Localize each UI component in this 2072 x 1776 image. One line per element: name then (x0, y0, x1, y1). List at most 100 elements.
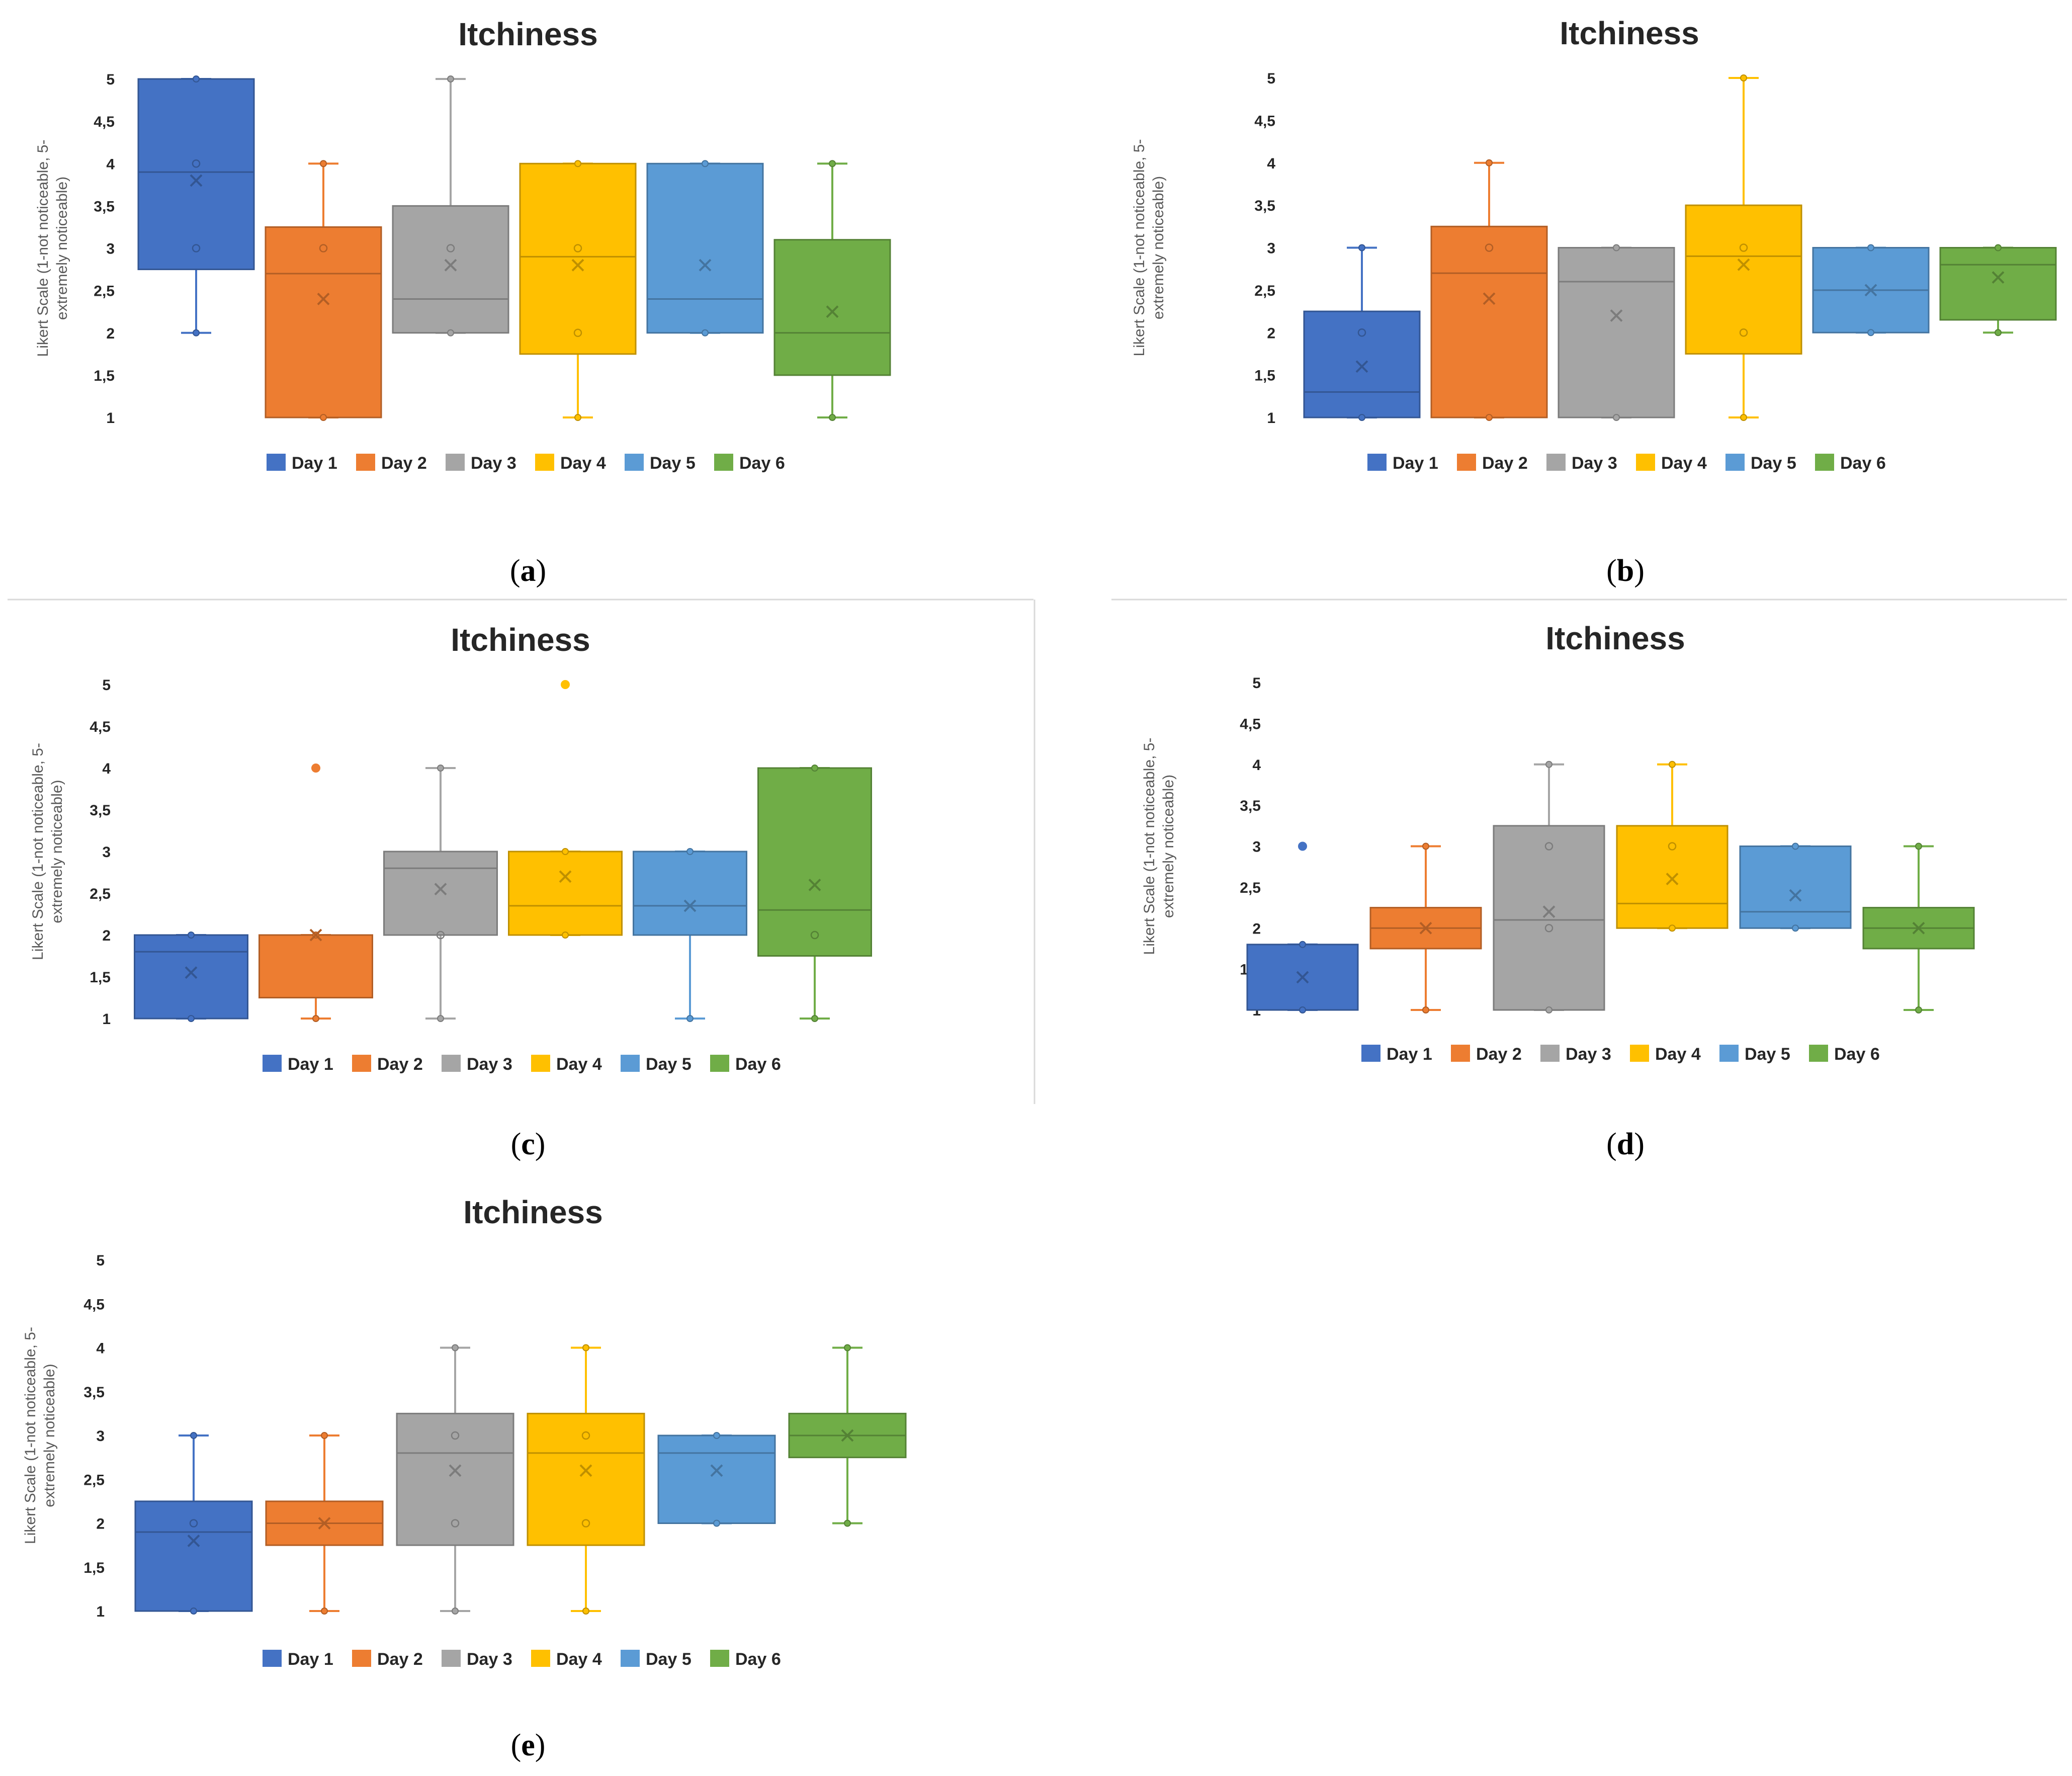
chart-title: Itchiness (458, 16, 597, 52)
legend-swatch (263, 1650, 282, 1667)
y-tick-label: 4,5 (1240, 716, 1261, 732)
max-point (1995, 244, 2002, 251)
y-tick-label: 1,5 (90, 969, 111, 986)
box-rect (392, 205, 509, 334)
box-day-4 (1685, 74, 1802, 421)
data-point (1485, 243, 1494, 252)
mean-marker (1483, 292, 1496, 305)
data-point (1739, 328, 1748, 337)
min-point (321, 1608, 328, 1615)
legend-swatch (1636, 454, 1655, 471)
box-day-2 (1430, 159, 1548, 421)
min-point (1358, 414, 1365, 421)
legend-label: Day 1 (288, 1055, 333, 1074)
legend-swatch (621, 1650, 640, 1667)
max-point (1669, 760, 1676, 768)
legend-swatch (535, 454, 554, 471)
min-point (1792, 924, 1799, 932)
max-point (1740, 74, 1747, 81)
y-tick-label: 2,5 (83, 1472, 105, 1488)
legend-label: Day 3 (471, 454, 516, 473)
data-point (192, 244, 201, 252)
chart-panel-c: Itchiness 1 1,5 2 2,5 3 3,5 4 4,5 5 Likert Scale (… (30, 622, 872, 1074)
legend-swatch (1361, 1045, 1380, 1062)
box-day-5 (633, 848, 747, 1022)
legend-label: Day 2 (377, 1055, 423, 1074)
y-tick-label: 4,5 (94, 114, 115, 130)
box-rect (134, 934, 248, 1020)
mean-marker (1419, 921, 1432, 935)
y-tick-label: 2 (1267, 325, 1275, 342)
y-tick-label: 5 (106, 71, 115, 88)
panel-caption-e: (e) (511, 1728, 546, 1762)
y-axis-title: Likert Scale (1-not noticeable, 5- extrem… (35, 140, 70, 357)
outlier-point (311, 764, 320, 773)
mean-marker (449, 1464, 462, 1477)
max-point (1545, 760, 1552, 768)
y-tick-label: 4,5 (1254, 113, 1275, 129)
box-rect (1558, 247, 1675, 418)
y-tick-label: 2 (102, 927, 111, 944)
legend-swatch (1546, 454, 1566, 471)
legend-label: Day 6 (1834, 1045, 1880, 1064)
min-point (1915, 1006, 1922, 1013)
chart-panel-a: Itchiness 1 1,5 2 2,5 3 3,5 4 4,5 5 Likert Scale (… (35, 16, 891, 473)
box-day-6 (1862, 842, 1975, 1013)
chart-title: Itchiness (463, 1194, 602, 1230)
y-tick-label: 3 (1267, 240, 1275, 257)
box-day-4 (508, 680, 623, 939)
legend-label: Day 5 (646, 1650, 692, 1669)
max-point (1358, 244, 1365, 251)
box-day-4 (527, 1344, 645, 1615)
box-day-4 (1616, 760, 1729, 932)
min-point (1486, 414, 1493, 421)
legend-label: Day 4 (556, 1055, 602, 1074)
y-axis-title: Likert Scale (1-not noticeable, 5- extrem… (1131, 139, 1167, 357)
chart-panel-e: Itchiness 1 1,5 2 2,5 3 3,5 4 4,5 5 Likert Scale (… (22, 1194, 907, 1669)
min-point (1995, 329, 2002, 336)
box-rect (633, 851, 747, 936)
legend-swatch (1451, 1045, 1470, 1062)
max-point (562, 848, 569, 855)
min-point (1867, 329, 1874, 336)
box-day-2 (265, 160, 382, 421)
box-day-1 (1303, 244, 1421, 421)
min-point (686, 1015, 694, 1022)
box-rect (773, 239, 891, 376)
box-day-1 (137, 75, 255, 336)
mean-marker (309, 928, 322, 942)
data-point (319, 244, 328, 252)
legend-swatch (621, 1055, 640, 1072)
max-point (844, 1344, 851, 1351)
mean-marker (185, 966, 198, 979)
y-tick-label: 4 (1267, 155, 1275, 172)
min-point (829, 414, 836, 421)
y-tick-label: 1,5 (83, 1560, 105, 1576)
legend-swatch (1457, 454, 1476, 471)
y-tick-label: 4,5 (83, 1296, 105, 1313)
y-tick-label: 2,5 (94, 283, 115, 300)
min-point (452, 1608, 459, 1615)
box-rect (1739, 845, 1852, 929)
y-tick-label: 2,5 (1254, 283, 1275, 299)
legend-label: Day 6 (735, 1055, 781, 1074)
legend-swatch (714, 454, 733, 471)
box-rect (137, 78, 255, 271)
box-day-2 (258, 764, 373, 1022)
y-tick-label: 4,5 (90, 719, 111, 735)
box-day-2 (265, 1432, 384, 1615)
legend-label: Day 1 (1387, 1045, 1432, 1064)
y-tick-label: 5 (102, 677, 111, 694)
legend-label: Day 4 (556, 1650, 602, 1669)
box-rect (258, 934, 373, 998)
legend-swatch (442, 1650, 461, 1667)
y-tick-label: 3,5 (1240, 798, 1261, 814)
legend-label: Day 1 (292, 454, 337, 473)
min-point (702, 329, 709, 336)
max-point (702, 160, 709, 167)
box-day-6 (757, 765, 872, 1022)
min-point (562, 932, 569, 939)
max-point (321, 1432, 328, 1439)
min-point (1422, 1006, 1429, 1013)
min-point (193, 329, 200, 336)
